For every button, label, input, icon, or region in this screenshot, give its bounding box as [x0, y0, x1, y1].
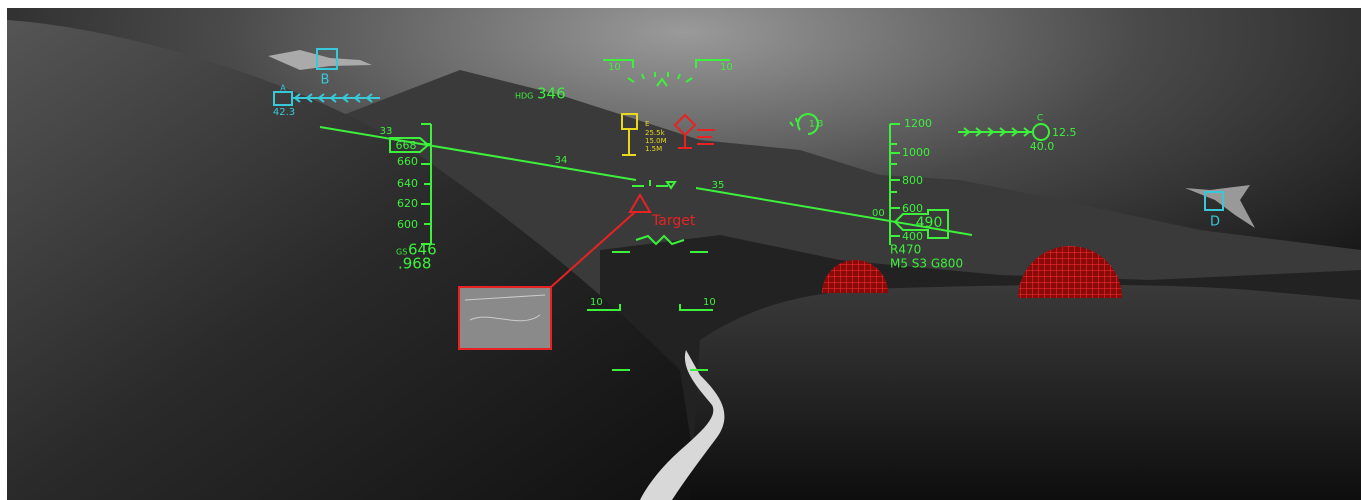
scene: [7, 8, 1361, 500]
track-value: 42.3: [273, 107, 295, 118]
speed-tick: 640: [397, 177, 418, 190]
track-label: D: [1210, 215, 1220, 230]
target-info: 15.0M: [645, 137, 667, 145]
system-status: M5 S3 G800: [890, 257, 963, 271]
speed-tick: 660: [397, 155, 418, 168]
altitude-side: 00: [872, 208, 885, 219]
target-info: 25.5k: [645, 129, 666, 137]
heading-mark: 10: [720, 62, 733, 73]
horizon-mark: 34: [555, 155, 568, 166]
track-label: C: [1037, 114, 1043, 124]
pitch-mark: 10: [590, 297, 603, 308]
altitude-tick: 800: [902, 174, 923, 187]
target-info: E: [645, 120, 649, 128]
speed-current: 668: [396, 139, 417, 152]
target-label: Target: [651, 213, 696, 229]
track-label: B: [321, 73, 330, 88]
heading-value: 346: [537, 85, 566, 103]
target-info: 1.5M: [645, 145, 662, 153]
altitude-current: 490: [916, 215, 943, 231]
horizon-mark: 35: [712, 180, 725, 191]
altitude-tick: 1000: [902, 146, 930, 159]
horizon-mark: 33: [380, 126, 393, 137]
hud-view: B A 42.3 C 12.5 40.0 D HDG 346 10 10 33 …: [0, 0, 1361, 500]
heading-label: HDG: [515, 92, 533, 101]
track-range: 12.5: [1052, 126, 1077, 139]
right-hill: [690, 285, 1361, 500]
heading-mark: 10: [608, 62, 621, 73]
speed-tick: 600: [397, 218, 418, 231]
altitude-tick: 1200: [904, 117, 932, 130]
speed-tick: 620: [397, 197, 418, 210]
g-value: 1.3: [809, 120, 823, 130]
altitude-tick: 400: [902, 230, 923, 243]
pitch-mark: 10: [703, 297, 716, 308]
mach: .968: [398, 255, 431, 273]
radar-altitude: R470: [890, 243, 921, 257]
target-thumbnail: [459, 287, 551, 349]
track-value: 40.0: [1030, 140, 1055, 153]
